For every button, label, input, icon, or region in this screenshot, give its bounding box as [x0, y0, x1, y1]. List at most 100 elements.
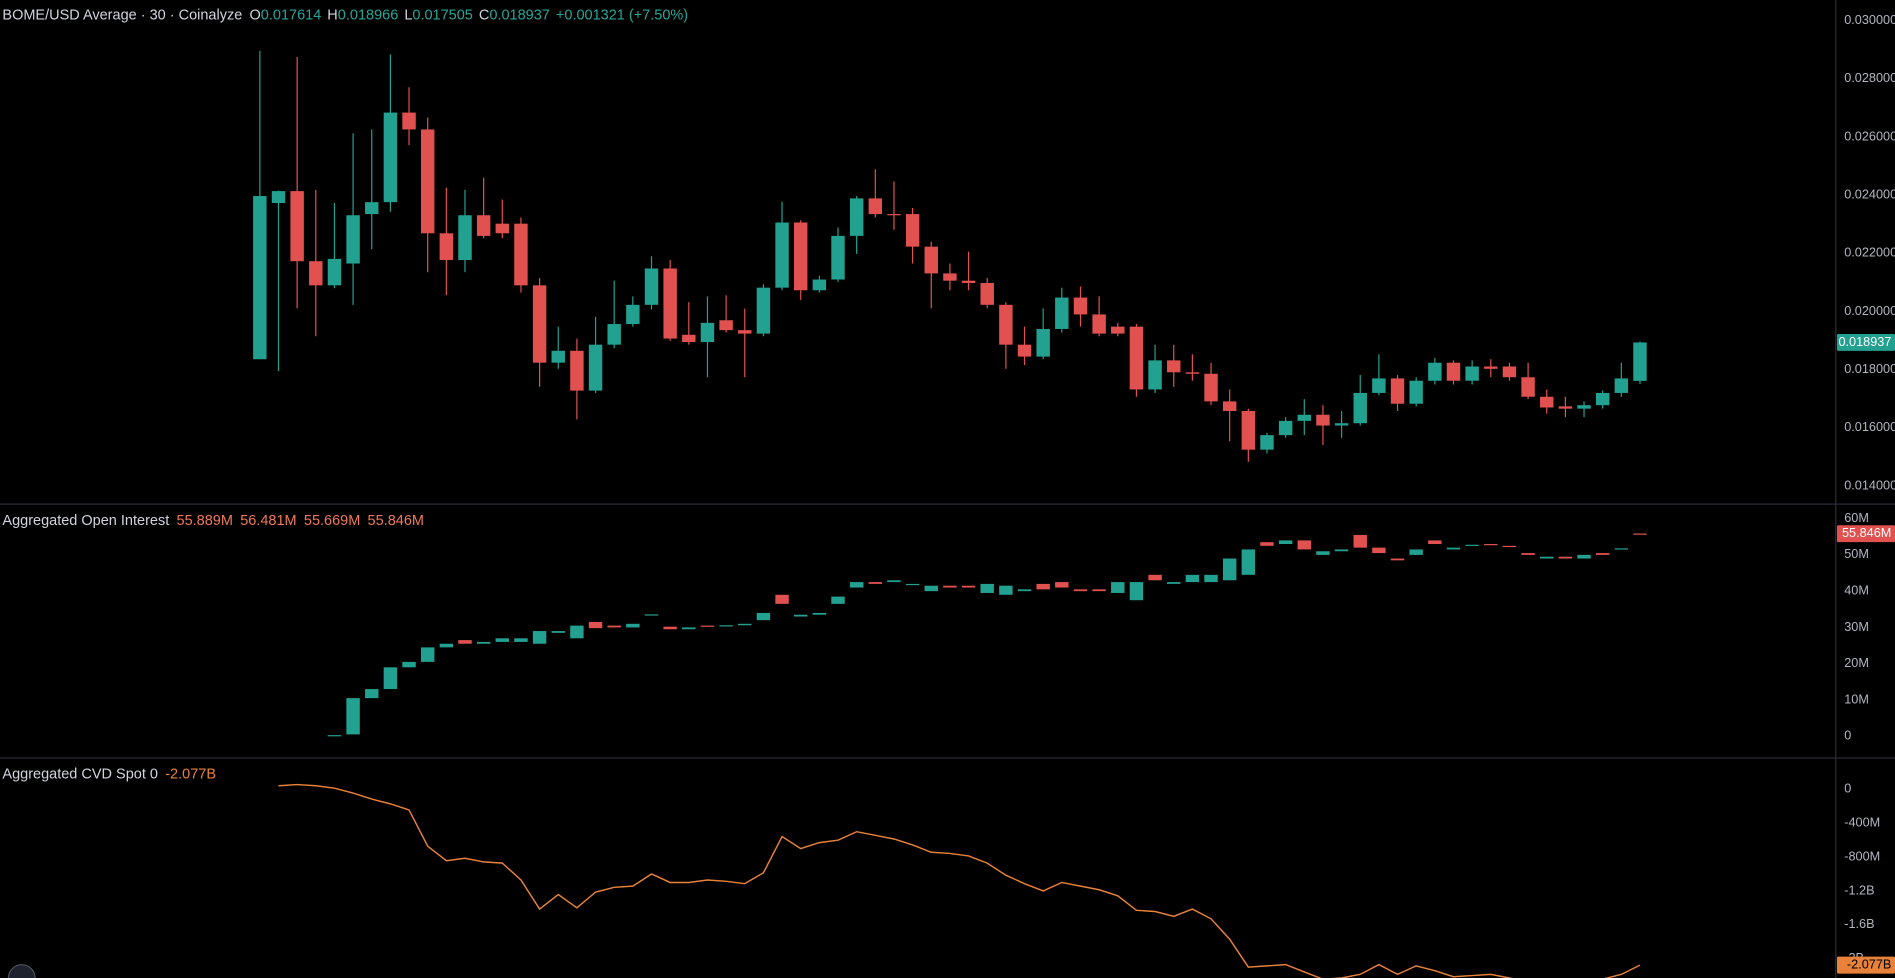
candle-body [271, 191, 286, 204]
candle-body [682, 627, 696, 630]
candle-body [1204, 373, 1218, 402]
candle-body [663, 268, 677, 339]
price-change: +0.001321 (+7.50%) [556, 8, 688, 24]
candle-body [1540, 556, 1554, 559]
candle-body [476, 641, 491, 644]
candle-body [831, 596, 845, 604]
candle-body [1185, 372, 1200, 374]
candle-body [1260, 542, 1274, 546]
last-value-label: 55.846M [1842, 526, 1891, 540]
candle-body [476, 215, 491, 236]
candle-body [1633, 342, 1647, 381]
candle-body [775, 594, 789, 604]
y-tick-label: 30M [1844, 620, 1869, 634]
candle-body [1092, 314, 1106, 334]
candle-body [1409, 380, 1423, 404]
y-tick-label: -1.6B [1844, 917, 1874, 931]
candle-body [365, 202, 379, 215]
candle-body [626, 623, 640, 628]
candle-body [961, 585, 976, 588]
candle-body [495, 638, 510, 642]
candle-body [570, 625, 584, 639]
legend-label: H [327, 8, 337, 24]
candle-body [1353, 534, 1367, 548]
candle-body [1540, 396, 1554, 408]
legend-value: 0.018966 [338, 8, 398, 24]
candle-body [1260, 435, 1274, 450]
candle-body [849, 582, 864, 588]
candle-body [1204, 574, 1218, 583]
candle-body [812, 279, 827, 291]
candle-body [1073, 589, 1088, 592]
y-tick-label: 0.014000 [1844, 478, 1895, 492]
candle-body [738, 330, 752, 334]
candle-body [383, 667, 398, 690]
legend-value: 0.017614 [261, 8, 321, 24]
candle-body [793, 222, 808, 291]
y-tick-label: 0.022000 [1844, 246, 1895, 260]
candle-body [458, 640, 472, 644]
candle-body [905, 583, 920, 586]
y-tick-label: -800M [1844, 849, 1880, 863]
candle-body [719, 320, 733, 331]
candle-body [420, 647, 435, 662]
candle-body [1148, 360, 1162, 390]
candle-body [1055, 582, 1069, 588]
candle-body [1372, 547, 1386, 554]
candle-body [1558, 406, 1573, 409]
candle-body [1521, 377, 1535, 397]
candle-body [1316, 551, 1330, 555]
candle-body [1502, 366, 1517, 378]
candle-body [1222, 401, 1237, 411]
candle-body [439, 643, 454, 648]
candle-body [1036, 328, 1050, 357]
candle-body [1334, 549, 1349, 552]
cvd-line [278, 783, 1641, 978]
candle-body [383, 112, 398, 203]
candle-body [514, 223, 528, 286]
candle-body [887, 214, 901, 216]
candle-body [719, 625, 733, 627]
candle-body [607, 625, 621, 628]
candle-body [682, 334, 696, 343]
legend-label: O [250, 8, 261, 24]
candle-body [588, 621, 603, 629]
candle-body [644, 268, 659, 305]
candle-body [1595, 392, 1610, 406]
y-tick-label: 20M [1844, 656, 1869, 670]
candle-body [1446, 362, 1461, 381]
candle-body [327, 258, 342, 286]
candle-body [1297, 540, 1311, 550]
candle-body [607, 324, 621, 345]
candle-body [1017, 344, 1032, 357]
candle-body [1222, 558, 1237, 581]
candle-body [1428, 362, 1442, 381]
candle-body [849, 198, 864, 236]
y-tick-label: 0.020000 [1844, 304, 1895, 318]
y-tick-label: 0.016000 [1844, 420, 1895, 434]
candle-body [1558, 556, 1573, 559]
last-value-tag [1836, 525, 1895, 543]
candle-body [812, 612, 827, 615]
candle-body [831, 235, 845, 280]
candle-body [1111, 582, 1125, 593]
legend-value: 55.889M [177, 513, 233, 529]
candle-body [756, 612, 771, 621]
y-tick-label: 50M [1844, 547, 1869, 561]
candle-body [868, 198, 883, 215]
panel-title: Aggregated Open Interest [2, 513, 169, 529]
candle-body [588, 344, 603, 391]
candle-body [1148, 574, 1162, 581]
y-tick-label: 0 [1844, 782, 1851, 796]
legend-value: 0.018937 [489, 8, 549, 24]
candle-body [1521, 553, 1535, 555]
candle-body [1092, 589, 1106, 592]
candle-body [1241, 410, 1256, 450]
candle-body [868, 582, 883, 584]
candle-body [1595, 553, 1610, 555]
candle-body [532, 285, 547, 363]
candle-body [999, 304, 1013, 345]
candle-body [1372, 378, 1386, 393]
candle-body [1111, 326, 1125, 334]
